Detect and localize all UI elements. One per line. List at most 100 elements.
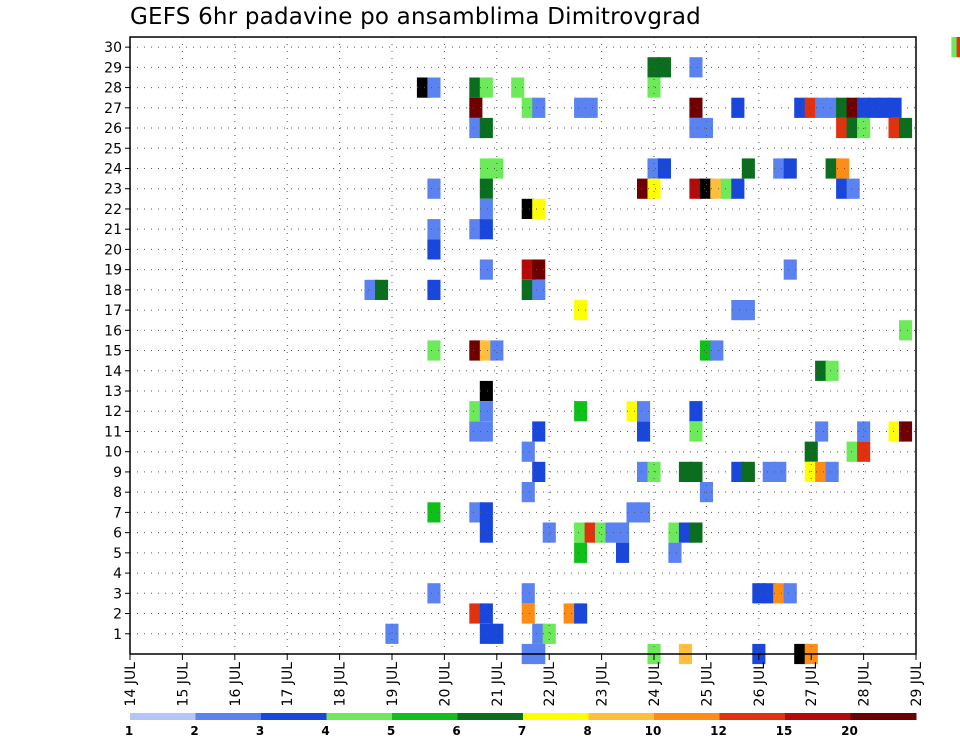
- x-tick-label: 25 JUL: [699, 662, 715, 707]
- precip-cell: [521, 583, 535, 604]
- precip-cell: [657, 158, 671, 179]
- precip-cell: [479, 380, 493, 402]
- precip-cell: [731, 178, 745, 199]
- y-tick-label: 20: [104, 242, 122, 258]
- cells-layer: [364, 37, 960, 665]
- precip-cell: [490, 623, 504, 644]
- precip-cell: [689, 522, 703, 543]
- precip-cell: [637, 502, 651, 523]
- x-axis: 14 JUL 15 JUL 16 JUL 17 JUL 18 JUL 19 JUL 20 J…: [123, 654, 925, 706]
- y-tick-label: 27: [104, 101, 122, 117]
- precip-cell: [427, 239, 441, 260]
- precip-cell: [521, 279, 535, 300]
- precip-cell: [815, 421, 829, 442]
- precip-cell: [532, 198, 546, 219]
- y-tick-label: 18: [104, 283, 122, 299]
- precip-cell: [741, 461, 755, 482]
- precip-cell: [479, 219, 493, 240]
- x-tick-label: 16 JUL: [228, 662, 244, 707]
- precip-cell: [532, 97, 546, 118]
- legend-label: 15: [776, 724, 793, 738]
- legend-label: 2: [190, 724, 198, 738]
- precip-cell: [773, 461, 787, 482]
- legend-swatch: [326, 713, 393, 720]
- precip-cell: [479, 259, 493, 280]
- y-tick-label: 12: [104, 404, 122, 420]
- y-tick-label: 5: [113, 546, 122, 562]
- precip-cell: [731, 97, 745, 118]
- y-tick-label: 7: [113, 505, 122, 521]
- precip-cell: [699, 340, 713, 361]
- precip-cell: [689, 178, 703, 199]
- precip-cell: [710, 178, 724, 199]
- precip-cell: [762, 583, 776, 604]
- precip-cell: [469, 340, 483, 361]
- legend-label: 7: [518, 724, 526, 738]
- x-tick-label: 23 JUL: [595, 662, 611, 707]
- precip-cell: [479, 340, 493, 361]
- precip-cell: [956, 37, 960, 58]
- precip-cell: [689, 401, 703, 422]
- precip-cell: [794, 97, 808, 118]
- y-tick-label: 9: [113, 465, 122, 481]
- precip-cell: [427, 178, 441, 199]
- precip-cell: [469, 421, 483, 442]
- precip-cell: [678, 461, 692, 482]
- precip-cell: [532, 461, 546, 482]
- precip-cell: [741, 158, 755, 179]
- y-tick-label: 29: [104, 60, 122, 76]
- y-tick-label: 24: [104, 161, 122, 177]
- precip-cell: [731, 300, 745, 321]
- precip-cell: [563, 603, 577, 624]
- precip-cell: [479, 158, 493, 179]
- precip-cell: [416, 77, 430, 98]
- precip-cell: [469, 401, 483, 422]
- y-tick-label: 25: [104, 141, 122, 157]
- precip-cell: [689, 97, 703, 118]
- precip-cell: [479, 603, 493, 624]
- precip-cell: [731, 461, 745, 482]
- y-tick-label: 8: [113, 485, 122, 501]
- precip-cell: [710, 340, 724, 361]
- precip-cell: [574, 401, 588, 422]
- plot-frame: [129, 36, 917, 655]
- legend-swatch: [523, 713, 589, 720]
- precip-cell: [532, 623, 546, 644]
- precip-cell: [825, 97, 839, 118]
- precip-cell: [521, 441, 535, 462]
- precip-cell: [521, 198, 535, 219]
- x-tick-label: 22 JUL: [542, 662, 558, 707]
- precip-cell: [951, 37, 960, 58]
- precip-cell: [815, 97, 829, 118]
- precip-cell: [626, 401, 640, 422]
- precip-cell: [427, 279, 441, 300]
- precip-cell: [888, 97, 902, 118]
- precip-cell: [783, 259, 797, 280]
- x-tick-label: 21 JUL: [490, 662, 506, 707]
- precip-cell: [616, 542, 630, 563]
- precip-cell: [542, 522, 556, 543]
- x-tick-label: 20 JUL: [437, 662, 453, 707]
- legend-label: 8: [583, 724, 591, 738]
- legend-swatch: [850, 713, 917, 720]
- precip-cell: [595, 522, 609, 543]
- legend-swatch: [392, 713, 458, 720]
- precip-cell: [427, 77, 441, 98]
- precip-cell: [427, 502, 441, 523]
- precip-cell: [825, 461, 839, 482]
- precip-cell: [825, 158, 839, 179]
- precip-cell: [647, 77, 661, 98]
- precip-cell: [479, 77, 493, 98]
- legend-label: 1: [125, 724, 133, 738]
- precip-cell: [532, 259, 546, 280]
- y-tick-label: 16: [104, 323, 122, 339]
- precip-cell: [490, 158, 504, 179]
- precip-cell: [836, 158, 850, 179]
- legend-label: 4: [321, 724, 329, 738]
- legend-swatch: [195, 713, 262, 720]
- precip-cell: [479, 502, 493, 523]
- y-tick-label: 6: [113, 526, 122, 542]
- color-legend: 1 2 3 4 5 6 7 8 10 12 15 20: [125, 713, 917, 738]
- y-tick-label: 30: [104, 40, 122, 56]
- precip-cell: [836, 178, 850, 199]
